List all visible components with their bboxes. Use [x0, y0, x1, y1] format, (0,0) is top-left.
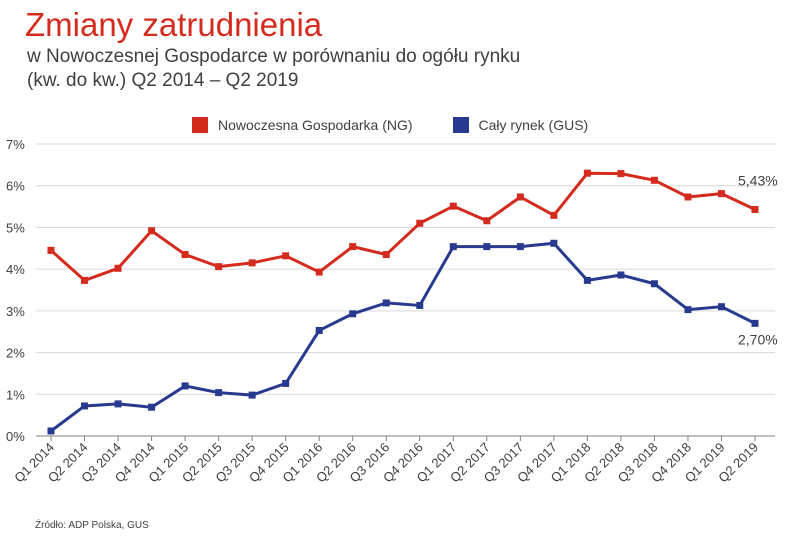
data-point-gus: [248, 391, 256, 399]
data-point-gus: [516, 243, 524, 251]
source-note: Źródło: ADP Polska, GUS: [35, 520, 149, 531]
end-label-gus: 2,70%: [738, 331, 778, 347]
data-point-gus: [550, 239, 558, 247]
data-point-gus: [717, 303, 725, 311]
y-tick-label: 7%: [6, 137, 25, 152]
legend-label-gus: Cały rynek (GUS): [478, 117, 589, 133]
data-point-gus: [81, 402, 89, 410]
data-point-ng: [550, 211, 558, 219]
data-point-gus: [47, 427, 55, 435]
data-point-gus: [684, 306, 692, 314]
data-point-gus: [483, 243, 491, 251]
data-point-ng: [181, 251, 189, 259]
legend-label-ng: Nowoczesna Gospodarka (NG): [218, 117, 413, 133]
data-point-ng: [717, 190, 725, 198]
data-point-ng: [751, 205, 759, 213]
data-point-gus: [349, 310, 357, 318]
data-point-ng: [416, 219, 424, 227]
legend-swatch-gus: [452, 117, 469, 133]
data-point-ng: [483, 217, 491, 225]
data-point-gus: [751, 319, 759, 327]
data-point-ng: [583, 169, 591, 177]
chart-subtitle-line1: w Nowoczesnej Gospodarce w porównaniu do…: [27, 46, 521, 67]
data-point-gus: [583, 276, 591, 284]
data-point-ng: [315, 268, 323, 276]
data-point-ng: [516, 193, 524, 201]
data-point-ng: [81, 276, 89, 284]
data-point-ng: [148, 227, 156, 235]
data-point-gus: [449, 243, 457, 251]
data-point-ng: [47, 246, 55, 254]
y-tick-label: 4%: [6, 262, 25, 277]
legend-item-ng: Nowoczesna Gospodarka (NG): [192, 117, 413, 133]
y-tick-label: 3%: [6, 304, 25, 319]
data-point-ng: [114, 264, 122, 272]
data-point-gus: [181, 382, 189, 390]
chart-legend: Nowoczesna Gospodarka (NG) Cały rynek (G…: [192, 117, 628, 133]
series-line-ng: [49, 171, 756, 282]
y-tick-label: 6%: [6, 179, 25, 194]
data-point-gus: [617, 271, 625, 279]
data-point-ng: [215, 263, 223, 271]
end-label-ng: 5,43%: [738, 172, 778, 188]
y-tick-label: 1%: [6, 387, 25, 402]
chart-subtitle-line2: (kw. do kw.) Q2 2014 – Q2 2019: [27, 70, 299, 91]
data-point-gus: [382, 299, 390, 307]
data-point-ng: [684, 193, 692, 201]
data-point-gus: [215, 389, 223, 397]
legend-item-gus: Cały rynek (GUS): [452, 117, 589, 133]
y-tick-label: 0%: [6, 429, 25, 444]
data-point-gus: [114, 400, 122, 408]
data-point-ng: [282, 252, 290, 260]
data-point-ng: [449, 202, 457, 210]
data-point-ng: [650, 176, 658, 184]
data-point-ng: [617, 170, 625, 178]
data-point-gus: [416, 301, 424, 309]
data-point-gus: [650, 280, 658, 288]
data-point-ng: [382, 251, 390, 259]
series-line-gus: [50, 241, 756, 433]
chart-title: Zmiany zatrudnienia: [25, 6, 323, 43]
data-point-gus: [148, 403, 156, 411]
data-point-ng: [248, 259, 256, 267]
data-point-gus: [282, 379, 290, 387]
legend-swatch-ng: [192, 117, 208, 133]
y-tick-label: 2%: [6, 346, 25, 361]
y-tick-label: 5%: [6, 220, 25, 235]
data-point-ng: [349, 243, 357, 251]
data-point-gus: [315, 326, 323, 334]
